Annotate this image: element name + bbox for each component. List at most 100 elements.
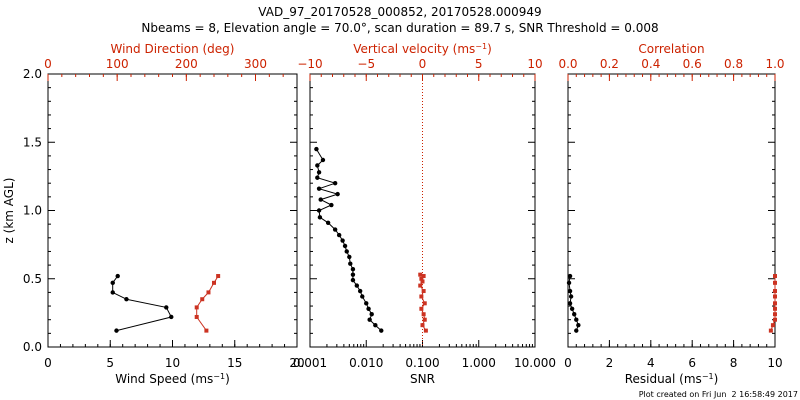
series-black-point bbox=[332, 227, 338, 232]
x-top-tick-label: 0.6 bbox=[683, 57, 702, 71]
series-black-point bbox=[379, 328, 384, 333]
series-black-point bbox=[329, 202, 334, 208]
series-black-point bbox=[316, 208, 322, 213]
series-black-point bbox=[114, 328, 119, 333]
y-tick-label: 0.0 bbox=[23, 340, 42, 354]
series-black-point bbox=[169, 314, 174, 320]
x-top-tick-label: 100 bbox=[106, 57, 129, 71]
series-red-point bbox=[418, 283, 423, 288]
panel-frame bbox=[309, 73, 536, 348]
x-top-axis-label: Correlation bbox=[638, 42, 704, 56]
series-black-point bbox=[115, 273, 120, 279]
series-black-point bbox=[335, 191, 340, 197]
x-top-tick-label: 0.4 bbox=[641, 57, 660, 71]
x-top-tick-label: 200 bbox=[175, 57, 198, 71]
plot-footer: Plot created on Fri Jun 2 16:58:49 2017 bbox=[639, 390, 798, 399]
series-red-point bbox=[773, 301, 777, 306]
series-red-point bbox=[200, 297, 205, 302]
series-red-point bbox=[420, 323, 425, 328]
series-black-point bbox=[566, 280, 572, 286]
x-bottom-tick-label: 20 bbox=[289, 356, 304, 370]
series-black-point bbox=[124, 297, 129, 302]
series-black-point bbox=[360, 294, 365, 299]
x-bottom-tick-label: 5 bbox=[106, 356, 114, 370]
series-red-point bbox=[419, 306, 424, 311]
series-red-point bbox=[420, 279, 425, 284]
series-red-point bbox=[419, 276, 424, 281]
series-black-point bbox=[348, 261, 353, 266]
series-black-point bbox=[569, 306, 575, 311]
series-black-point bbox=[344, 249, 349, 254]
series-black-point bbox=[369, 312, 374, 317]
series-black-point bbox=[373, 322, 378, 328]
series-red-point bbox=[194, 314, 199, 319]
figure-title-line1: VAD_97_20170528_000852, 20170528.000949 bbox=[258, 5, 541, 19]
series-red-point bbox=[768, 328, 773, 333]
series-black-point bbox=[366, 306, 371, 311]
series-black-point bbox=[336, 232, 342, 238]
x-bottom-tick-label: 6 bbox=[688, 356, 696, 370]
series-red-point bbox=[773, 274, 777, 279]
x-bottom-tick-label: 10.000 bbox=[514, 356, 556, 370]
x-bottom-tick-label: 4 bbox=[647, 356, 655, 370]
x-bottom-axis-label: Residual (ms−1) bbox=[625, 372, 719, 387]
series-black-point bbox=[315, 175, 320, 180]
series-red-point bbox=[421, 289, 426, 294]
series-black-point bbox=[340, 238, 345, 243]
x-top-tick-label: 0 bbox=[419, 57, 427, 71]
panel-snr: 0.001 0.010 0.100 1.000 10.000 SNR −10 −5 0 5 10 Ve… bbox=[293, 42, 556, 387]
series-black-point bbox=[572, 312, 577, 317]
series-black-point bbox=[567, 301, 573, 306]
series-black-point bbox=[347, 254, 352, 260]
panel-wind: 0.0 0.5 1.0 1.5 2.0 z (km AGL) 0 5 10 15 20 Wind Sp… bbox=[2, 42, 305, 386]
series-red-point bbox=[206, 290, 211, 295]
series-black-point bbox=[350, 272, 356, 277]
series-black-point bbox=[314, 146, 319, 152]
series-black-point bbox=[315, 163, 320, 168]
series-red-point bbox=[773, 312, 777, 317]
y-axis-label: z (km AGL) bbox=[2, 178, 16, 244]
series-black-point bbox=[574, 317, 579, 322]
series-black-point bbox=[574, 328, 579, 333]
x-bottom-tick-label: 1.000 bbox=[462, 356, 496, 370]
y-tick-label: 0.5 bbox=[23, 272, 42, 286]
series-red-point bbox=[421, 274, 426, 279]
figure-title-line2: Nbeams = 8, Elevation angle = 70.0°, sca… bbox=[141, 21, 658, 35]
y-tick-label: 2.0 bbox=[23, 67, 42, 81]
y-tick-label: 1.0 bbox=[23, 204, 42, 218]
series-black-point bbox=[357, 288, 363, 294]
series-red-point bbox=[773, 280, 777, 285]
series-black-point bbox=[332, 181, 338, 186]
x-top-tick-label: −10 bbox=[297, 57, 322, 71]
y-tick-label: 1.5 bbox=[23, 135, 42, 149]
x-bottom-tick-label: 15 bbox=[227, 356, 242, 370]
panel-frame bbox=[567, 73, 776, 348]
x-top-tick-label: 10 bbox=[527, 57, 542, 71]
panel-frame bbox=[47, 73, 298, 348]
series-red-point bbox=[419, 294, 424, 299]
series-black-point bbox=[576, 322, 581, 328]
series-red-point bbox=[773, 294, 777, 299]
x-top-tick-label: 5 bbox=[475, 57, 483, 71]
x-top-tick-label: 0 bbox=[44, 57, 52, 71]
x-top-tick-label: 1.0 bbox=[765, 57, 784, 71]
x-bottom-tick-label: 10 bbox=[767, 356, 782, 370]
series-red-line bbox=[770, 276, 776, 331]
series-red-point bbox=[422, 301, 427, 306]
series-red-point bbox=[418, 272, 423, 277]
series-black-point bbox=[320, 157, 326, 163]
series-red-point bbox=[773, 317, 777, 322]
series-black-point bbox=[568, 294, 574, 299]
series-black-point bbox=[164, 305, 169, 310]
series-red-point bbox=[194, 305, 199, 310]
x-top-axis-label: Wind Direction (deg) bbox=[111, 42, 235, 56]
series-black-point bbox=[354, 283, 360, 288]
series-black-point bbox=[364, 301, 369, 306]
series-black-line bbox=[315, 148, 382, 331]
x-bottom-tick-label: 0.001 bbox=[293, 356, 327, 370]
series-black-point bbox=[316, 186, 322, 191]
series-red-point bbox=[421, 312, 426, 317]
series-black-point bbox=[367, 317, 372, 322]
x-bottom-axis-label-unit-exponent: −1 bbox=[213, 372, 225, 381]
